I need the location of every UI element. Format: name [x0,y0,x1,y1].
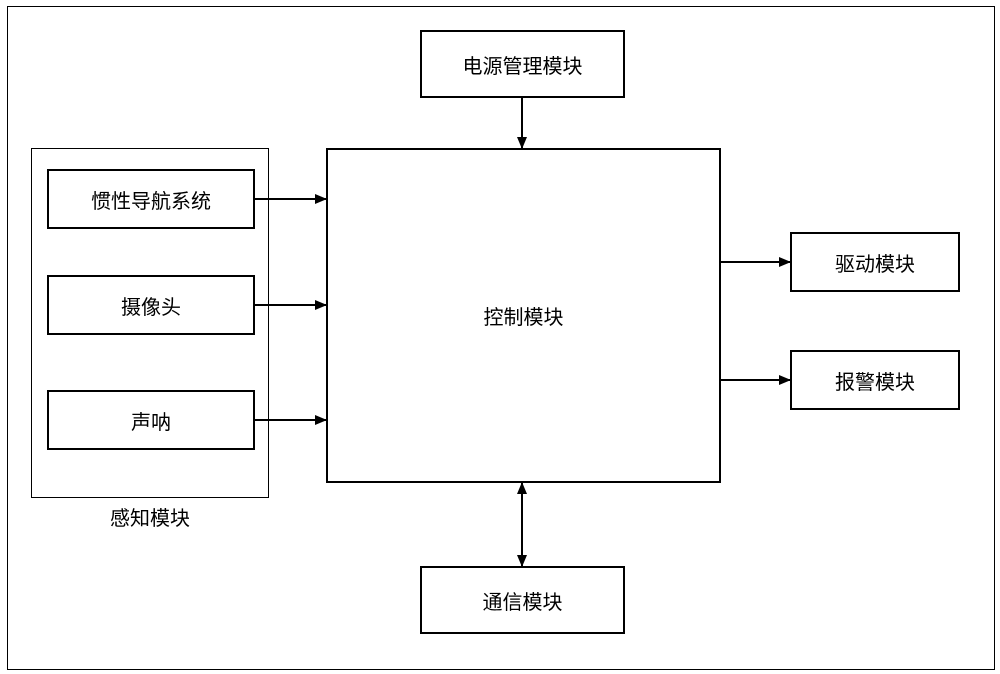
connectors [0,0,1000,674]
